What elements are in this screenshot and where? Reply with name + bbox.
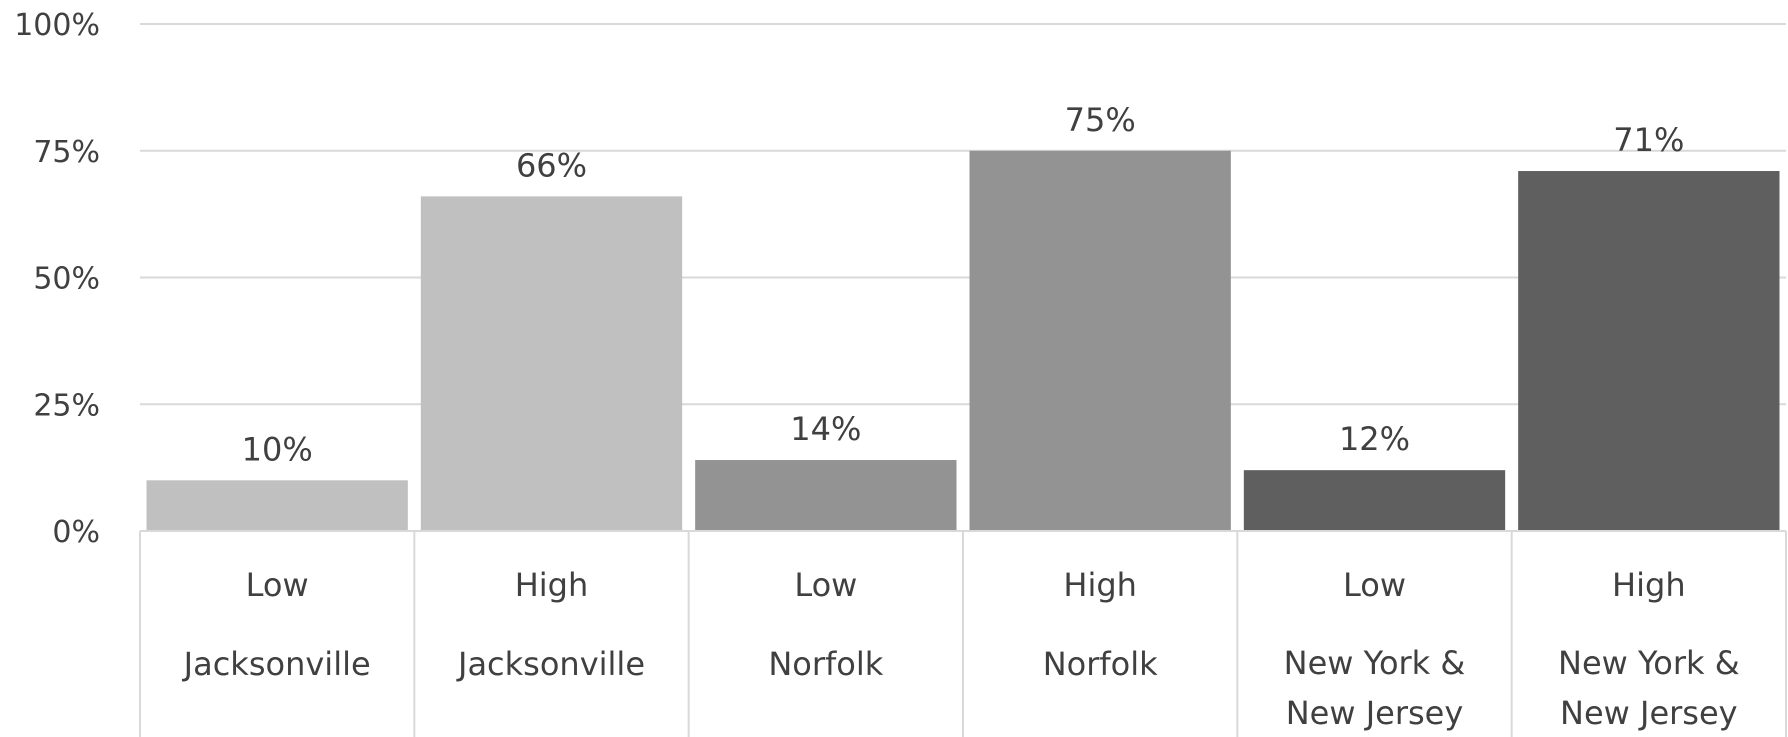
y-tick-label: 100%	[14, 8, 100, 43]
x-tick-label-group: Jacksonville	[182, 645, 371, 683]
bar	[969, 150, 1231, 531]
x-tick-label-group: Jacksonville	[456, 645, 645, 683]
bar	[1243, 470, 1506, 531]
x-tick-label-level: High	[515, 566, 589, 604]
y-tick-label: 25%	[33, 388, 100, 423]
x-tick-label-group: New York &	[1284, 644, 1466, 682]
x-tick-label-level: High	[1612, 566, 1686, 604]
bar	[1518, 171, 1780, 531]
x-tick-label-group: New Jersey	[1286, 694, 1464, 732]
x-tick-label-group: Norfolk	[1043, 645, 1158, 683]
x-tick-label-level: Low	[1343, 566, 1406, 604]
data-label: 75%	[1065, 101, 1136, 139]
x-tick-label-group: Norfolk	[768, 645, 883, 683]
data-label: 10%	[242, 430, 313, 468]
x-tick-label-level: High	[1063, 566, 1137, 604]
data-label: 14%	[790, 410, 861, 448]
bar	[146, 480, 408, 531]
data-label: 66%	[516, 146, 587, 184]
x-tick-label-group: New York &	[1558, 644, 1740, 682]
data-label: 12%	[1339, 420, 1410, 458]
bar	[420, 196, 683, 531]
x-tick-label-level: Low	[246, 566, 309, 604]
y-tick-label: 50%	[33, 262, 100, 297]
data-label: 71%	[1613, 121, 1684, 159]
bar	[695, 460, 957, 531]
x-tick-label-group: New Jersey	[1560, 694, 1738, 732]
y-tick-label: 0%	[52, 515, 100, 550]
y-tick-label: 75%	[33, 135, 100, 170]
x-tick-label-level: Low	[794, 566, 857, 604]
